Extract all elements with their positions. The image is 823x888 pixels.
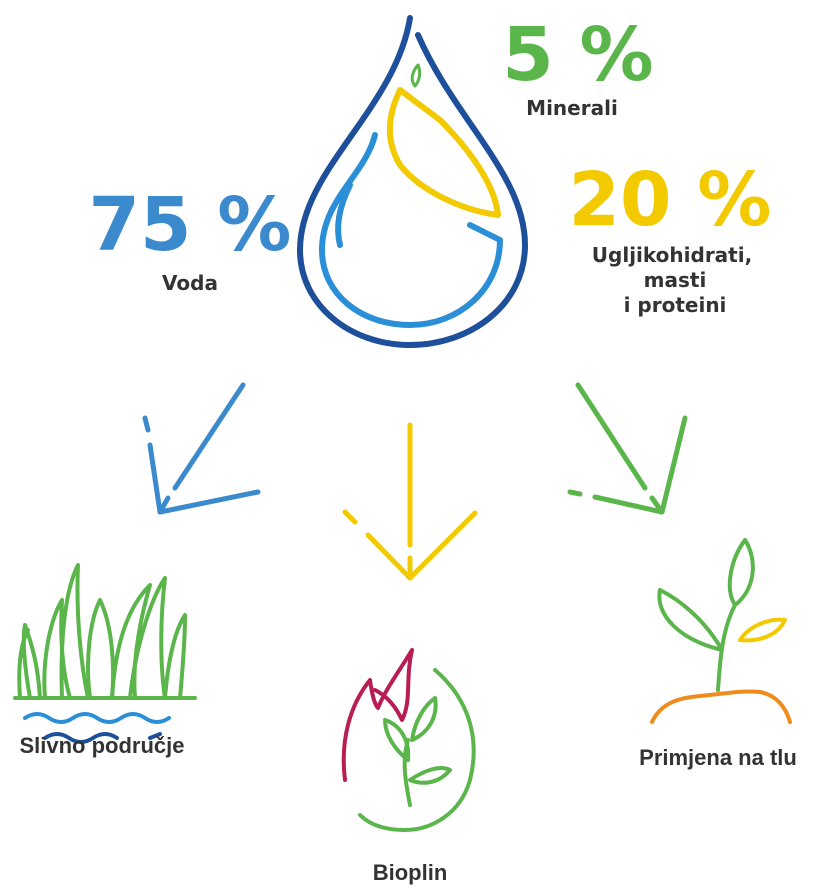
green-leaf xyxy=(412,65,420,86)
label-water: Voda xyxy=(162,271,218,295)
label-nutrients: masti xyxy=(644,268,707,292)
grass-icon xyxy=(15,565,195,742)
page: 75 % Voda 5 % Minerali 20 % Ugljikohidra… xyxy=(0,0,823,888)
arrow-center xyxy=(345,425,475,578)
label-nutrients: Ugljikohidrati, xyxy=(592,243,752,267)
arrow-left xyxy=(145,385,258,512)
outcome-label: Slivno područje xyxy=(19,733,184,758)
outcome-label: Primjena na tlu xyxy=(639,745,797,770)
biogas-icon xyxy=(344,650,474,830)
infographic: 75 % Voda 5 % Minerali 20 % Ugljikohidra… xyxy=(0,0,823,888)
percent-nutrients: 20 % xyxy=(569,157,772,243)
percent-minerals: 5 % xyxy=(502,12,653,98)
yellow-leaf xyxy=(390,90,498,215)
label-minerals: Minerali xyxy=(526,96,618,120)
arrow-right xyxy=(570,385,685,512)
label-nutrients: i proteini xyxy=(624,293,727,317)
sprout-icon xyxy=(652,540,790,722)
percent-water: 75 % xyxy=(89,182,292,268)
outcome-label: Bioplin xyxy=(373,860,448,885)
